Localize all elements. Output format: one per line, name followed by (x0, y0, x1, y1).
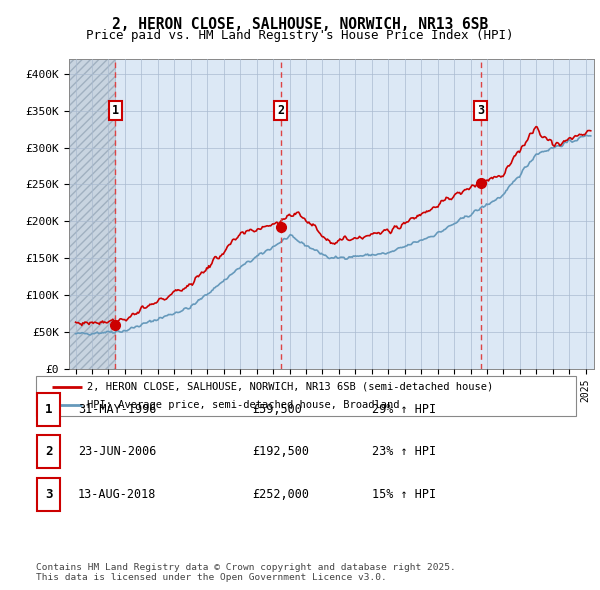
Text: 2: 2 (277, 104, 284, 117)
Text: 13-AUG-2018: 13-AUG-2018 (78, 488, 157, 501)
Text: 23-JUN-2006: 23-JUN-2006 (78, 445, 157, 458)
Text: 23% ↑ HPI: 23% ↑ HPI (372, 445, 436, 458)
Text: Contains HM Land Registry data © Crown copyright and database right 2025.
This d: Contains HM Land Registry data © Crown c… (36, 563, 456, 582)
Text: 1: 1 (112, 104, 119, 117)
Text: 3: 3 (45, 488, 52, 501)
Text: £59,500: £59,500 (252, 403, 302, 416)
Text: 2: 2 (45, 445, 52, 458)
Text: 1: 1 (45, 403, 52, 416)
Text: Price paid vs. HM Land Registry's House Price Index (HPI): Price paid vs. HM Land Registry's House … (86, 29, 514, 42)
Text: 29% ↑ HPI: 29% ↑ HPI (372, 403, 436, 416)
Bar (69, 59, 115, 369)
Text: £192,500: £192,500 (252, 445, 309, 458)
Text: 3: 3 (477, 104, 484, 117)
Text: 2, HERON CLOSE, SALHOUSE, NORWICH, NR13 6SB: 2, HERON CLOSE, SALHOUSE, NORWICH, NR13 … (112, 17, 488, 31)
Text: 31-MAY-1996: 31-MAY-1996 (78, 403, 157, 416)
Text: 15% ↑ HPI: 15% ↑ HPI (372, 488, 436, 501)
Text: HPI: Average price, semi-detached house, Broadland: HPI: Average price, semi-detached house,… (88, 400, 400, 410)
Bar (69, 59, 115, 369)
Text: 2, HERON CLOSE, SALHOUSE, NORWICH, NR13 6SB (semi-detached house): 2, HERON CLOSE, SALHOUSE, NORWICH, NR13 … (88, 382, 494, 392)
Text: £252,000: £252,000 (252, 488, 309, 501)
